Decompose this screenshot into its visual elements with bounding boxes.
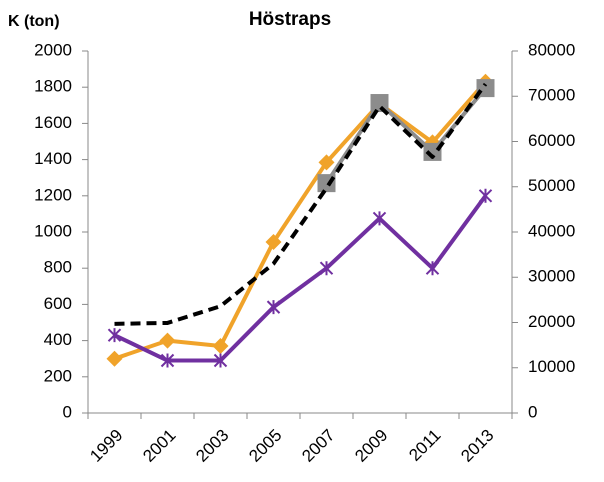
y-tick-label: 800 bbox=[44, 258, 72, 277]
y-axis-label: K (ton) bbox=[8, 13, 60, 30]
y-tick-label: 2000 bbox=[34, 40, 72, 59]
chart-title: Höstraps bbox=[249, 9, 331, 30]
marker bbox=[160, 353, 175, 368]
x-tick-label: 2011 bbox=[405, 426, 444, 465]
marker bbox=[318, 154, 335, 171]
marker bbox=[372, 211, 387, 226]
marker bbox=[212, 338, 229, 355]
y-tick-label: 1400 bbox=[34, 149, 72, 168]
marker bbox=[159, 332, 176, 349]
x-tick-label: 2009 bbox=[351, 426, 391, 466]
x-tick-label: 2003 bbox=[192, 426, 232, 466]
series-line bbox=[113, 80, 488, 361]
y2-tick-label: 30000 bbox=[528, 267, 575, 286]
y-tick-label: 200 bbox=[44, 366, 72, 385]
marker bbox=[107, 328, 122, 343]
y2-tick-label: 70000 bbox=[528, 86, 575, 105]
y2-tick-label: 20000 bbox=[528, 312, 575, 331]
marker bbox=[213, 353, 228, 368]
marker bbox=[106, 350, 123, 367]
x-tick-label: 2005 bbox=[245, 426, 285, 466]
x-tick-label: 2007 bbox=[298, 426, 338, 466]
y2-tick-label: 10000 bbox=[528, 357, 575, 376]
y2-tick-label: 60000 bbox=[528, 131, 575, 150]
x-tick-label: 1999 bbox=[86, 426, 126, 466]
marker bbox=[425, 261, 440, 276]
y-tick-label: 1000 bbox=[34, 221, 72, 240]
marker bbox=[478, 188, 493, 203]
y2-tick-label: 40000 bbox=[528, 221, 575, 240]
y-tick-label: 600 bbox=[44, 294, 72, 313]
y-tick-label: 1800 bbox=[34, 77, 72, 96]
y-tick-label: 1600 bbox=[34, 113, 72, 132]
y2-tick-label: 0 bbox=[528, 402, 537, 421]
series-line bbox=[113, 194, 488, 363]
y2-tick-label: 50000 bbox=[528, 176, 575, 195]
x-tick-label: 2013 bbox=[457, 426, 497, 466]
marker bbox=[265, 233, 282, 250]
y2-tick-label: 80000 bbox=[528, 40, 575, 59]
marker bbox=[266, 300, 281, 315]
x-tick-label: 2001 bbox=[139, 426, 179, 466]
marker bbox=[370, 94, 389, 113]
y-tick-label: 1200 bbox=[34, 185, 72, 204]
marker bbox=[319, 261, 334, 276]
y-tick-label: 400 bbox=[44, 330, 72, 349]
y-tick-label: 0 bbox=[63, 402, 72, 421]
